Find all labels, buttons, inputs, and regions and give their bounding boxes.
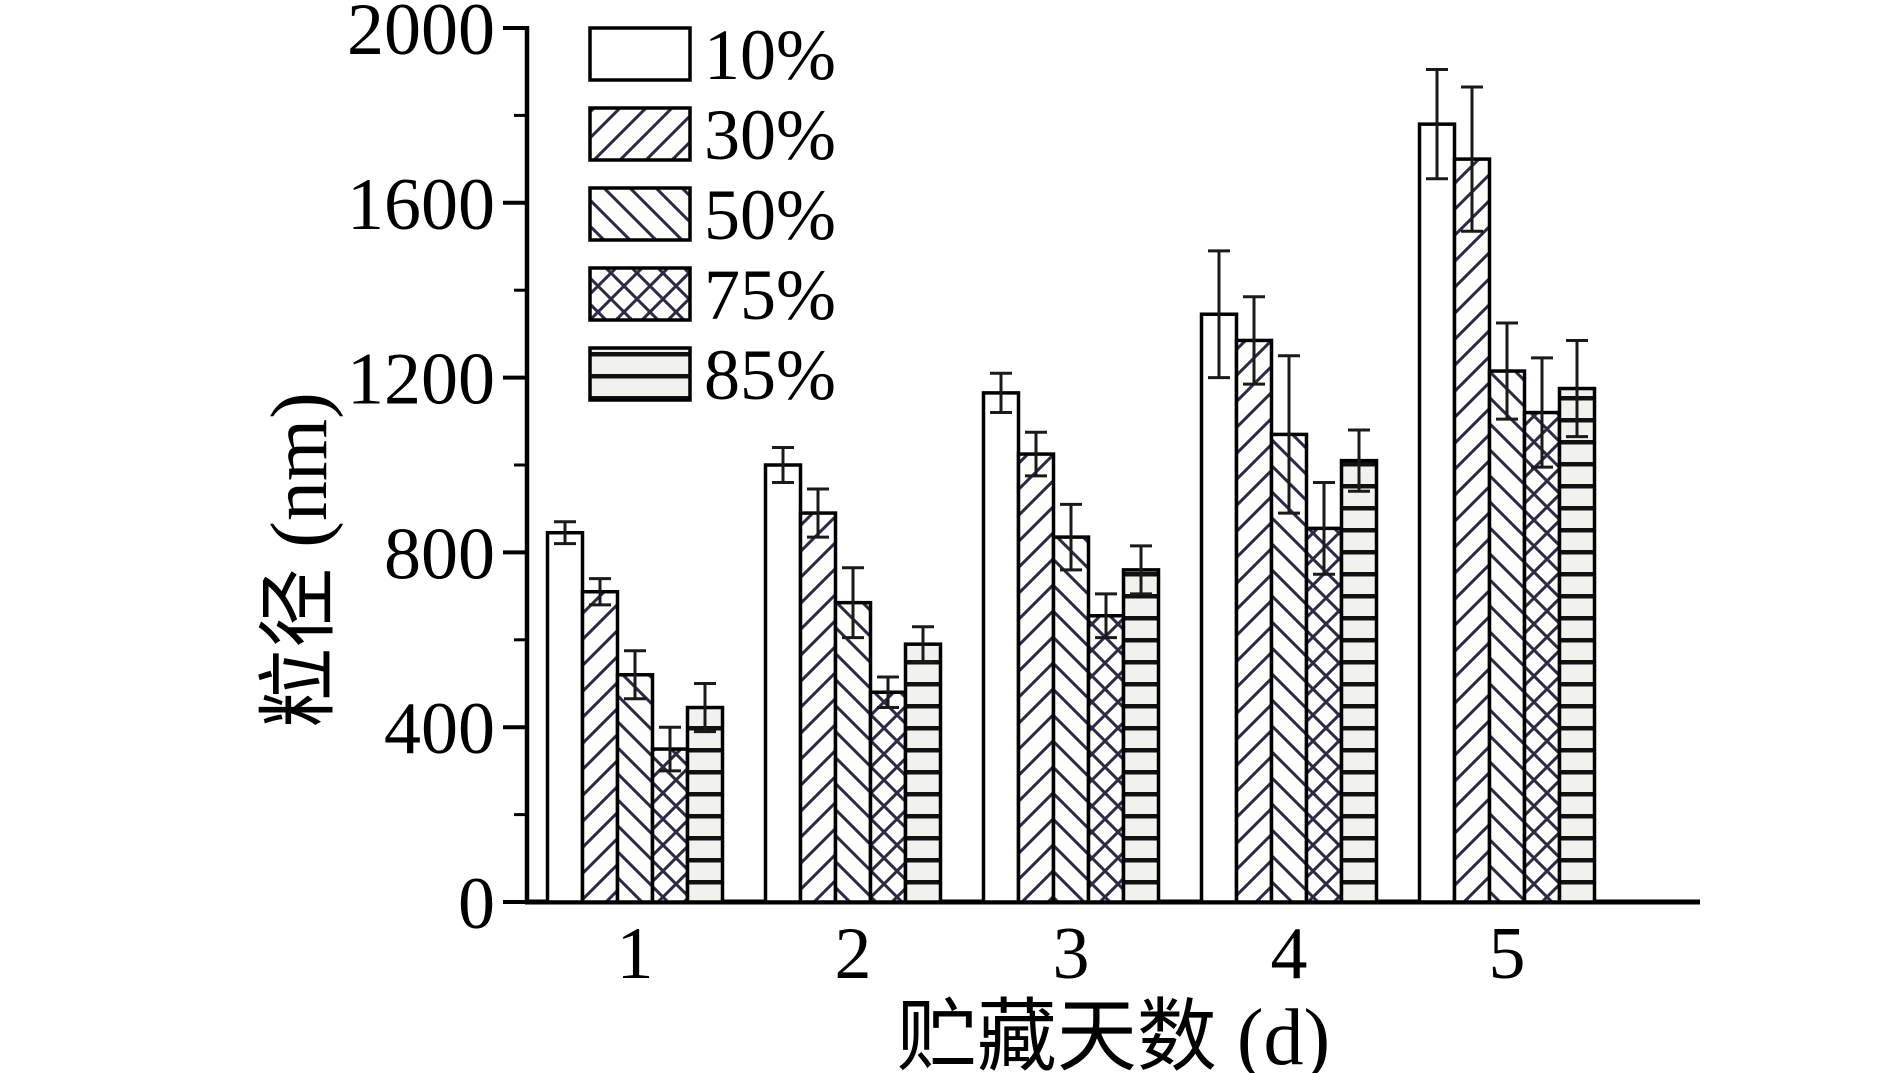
x-tick-label: 1	[617, 913, 654, 995]
bar-30pct-day1	[580, 589, 620, 904]
bar-50pct-day1	[615, 673, 655, 904]
bar-10pct-day2	[763, 463, 803, 904]
y-tick-label: 2000	[347, 0, 495, 71]
y-tick-label: 1200	[347, 339, 495, 421]
error-bar-75pct-day3	[1095, 592, 1117, 640]
bar-85pct-day4	[1339, 458, 1379, 904]
bar-50pct-day5	[1487, 369, 1527, 904]
error-bar-50pct-day5	[1496, 321, 1518, 421]
error-bar-75pct-day2	[877, 675, 899, 710]
x-tick-label: 4	[1271, 913, 1308, 995]
legend-swatch-50pct	[588, 186, 692, 242]
legend-label-30pct: 30%	[704, 95, 836, 175]
y-axis-title: 粒径 (nm)	[256, 392, 344, 728]
bar-75pct-day2	[868, 690, 908, 904]
legend-label-85pct: 85%	[704, 335, 836, 415]
bar-30pct-day4	[1234, 338, 1274, 904]
error-bar-85pct-day3	[1130, 544, 1152, 596]
bar-50pct-day4	[1269, 432, 1309, 904]
error-bar-30pct-day3	[1025, 430, 1047, 478]
legend-swatch-30pct	[588, 106, 692, 162]
legend-label-10pct: 10%	[704, 15, 836, 95]
y-tick-label: 1600	[347, 164, 495, 246]
y-tick-label: 400	[384, 688, 495, 770]
error-bar-10pct-day3	[990, 371, 1012, 415]
error-bar-50pct-day3	[1060, 502, 1082, 572]
error-bar-10pct-day4	[1208, 249, 1230, 380]
error-bar-75pct-day1	[659, 725, 681, 773]
bar-50pct-day2	[833, 600, 873, 904]
bar-10pct-day4	[1199, 312, 1239, 904]
error-bar-85pct-day4	[1348, 428, 1370, 493]
error-bar-50pct-day2	[842, 566, 864, 640]
error-bar-10pct-day5	[1426, 68, 1448, 181]
error-bar-30pct-day1	[589, 577, 611, 607]
x-tick-label: 5	[1489, 913, 1526, 995]
error-bar-85pct-day5	[1566, 338, 1588, 439]
error-bar-10pct-day1	[554, 520, 576, 546]
error-bar-30pct-day2	[807, 487, 829, 539]
x-tick-label: 2	[835, 913, 872, 995]
legend-swatch-85pct	[588, 346, 692, 402]
y-tick-label: 800	[384, 513, 495, 595]
bar-10pct-day5	[1417, 122, 1457, 904]
error-bar-50pct-day1	[624, 649, 646, 701]
error-bar-75pct-day5	[1531, 356, 1553, 469]
bar-85pct-day1	[685, 705, 725, 904]
bar-30pct-day5	[1452, 157, 1492, 904]
error-bar-10pct-day2	[772, 446, 794, 484]
bar-85pct-day3	[1121, 568, 1161, 904]
y-tick-label: 0	[458, 863, 495, 945]
error-bar-85pct-day1	[694, 682, 716, 734]
x-axis-title: 贮藏天数 (d)	[896, 994, 1331, 1073]
x-tick-label: 3	[1053, 913, 1090, 995]
bar-30pct-day3	[1016, 452, 1056, 904]
error-bar-50pct-day4	[1278, 354, 1300, 515]
bar-75pct-day4	[1304, 526, 1344, 904]
legend-label-50pct: 50%	[704, 175, 836, 255]
legend-label-75pct: 75%	[704, 255, 836, 335]
legend-swatch-75pct	[588, 266, 692, 322]
error-bar-75pct-day4	[1313, 480, 1335, 576]
legend-swatch-10pct	[588, 26, 692, 82]
bar-10pct-day3	[981, 391, 1021, 904]
bar-85pct-day5	[1557, 386, 1597, 904]
bar-75pct-day3	[1086, 614, 1126, 904]
error-bar-85pct-day2	[912, 625, 934, 664]
bar-50pct-day3	[1051, 535, 1091, 904]
error-bar-30pct-day5	[1461, 85, 1483, 233]
error-bar-30pct-day4	[1243, 295, 1265, 386]
bar-85pct-day2	[903, 642, 943, 904]
bar-10pct-day1	[545, 530, 585, 904]
bar-30pct-day2	[798, 511, 838, 904]
bar-75pct-day5	[1522, 410, 1562, 904]
